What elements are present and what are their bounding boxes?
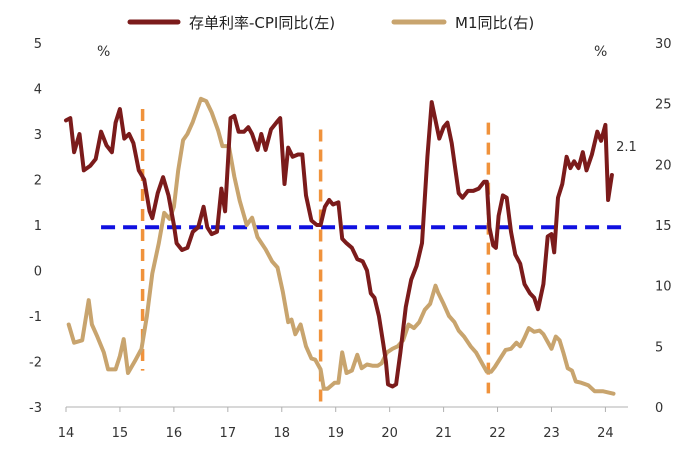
x-tick-label: 17 xyxy=(220,426,237,441)
right-tick-label: 15 xyxy=(655,219,672,234)
x-tick-label: 19 xyxy=(327,426,344,441)
x-tick-label: 21 xyxy=(435,426,452,441)
legend-label-m1: M1同比(右) xyxy=(455,14,534,32)
right-tick-label: 25 xyxy=(655,98,672,113)
left-axis-ticks: -3 -2 -1 0 1 2 3 4 5 xyxy=(29,37,42,416)
left-tick-label: 2 xyxy=(34,174,42,189)
right-axis-ticks: 0 5 10 15 20 25 30 xyxy=(655,37,672,416)
x-tick-label: 16 xyxy=(166,426,183,441)
series-line-m1 xyxy=(66,96,616,396)
right-tick-label: 0 xyxy=(655,401,663,416)
left-tick-label: -2 xyxy=(29,356,42,371)
x-tick-label: 15 xyxy=(112,426,129,441)
legend-label-spread: 存单利率-CPI同比(左) xyxy=(189,14,335,32)
left-tick-label: -1 xyxy=(29,310,42,325)
right-tick-label: 5 xyxy=(655,340,663,355)
right-axis-unit: % xyxy=(594,44,607,60)
series-line-spread xyxy=(64,100,614,389)
left-tick-label: 5 xyxy=(34,37,42,52)
x-tick-label: 24 xyxy=(597,426,614,441)
x-tick-label: 20 xyxy=(381,426,398,441)
last-value-annotation: 2.1 xyxy=(616,140,637,155)
left-tick-label: 3 xyxy=(34,128,42,143)
left-tick-label: 0 xyxy=(34,265,42,280)
left-tick-label: -3 xyxy=(29,401,42,416)
right-tick-label: 10 xyxy=(655,280,672,295)
reference-lines xyxy=(101,108,627,407)
legend: 存单利率-CPI同比(左) M1同比(右) xyxy=(127,14,534,32)
x-tick-label: 14 xyxy=(58,426,75,441)
left-axis-unit: % xyxy=(97,44,110,60)
x-tick-label: 22 xyxy=(489,426,506,441)
x-axis-ticks: 14 15 16 17 18 19 20 21 22 23 24 xyxy=(58,407,614,441)
series-layer xyxy=(64,96,616,396)
left-tick-label: 4 xyxy=(34,83,42,98)
right-tick-label: 30 xyxy=(655,37,672,52)
x-tick-label: 23 xyxy=(543,426,560,441)
left-tick-label: 1 xyxy=(34,219,42,234)
right-tick-label: 20 xyxy=(655,158,672,173)
x-tick-label: 18 xyxy=(273,426,290,441)
